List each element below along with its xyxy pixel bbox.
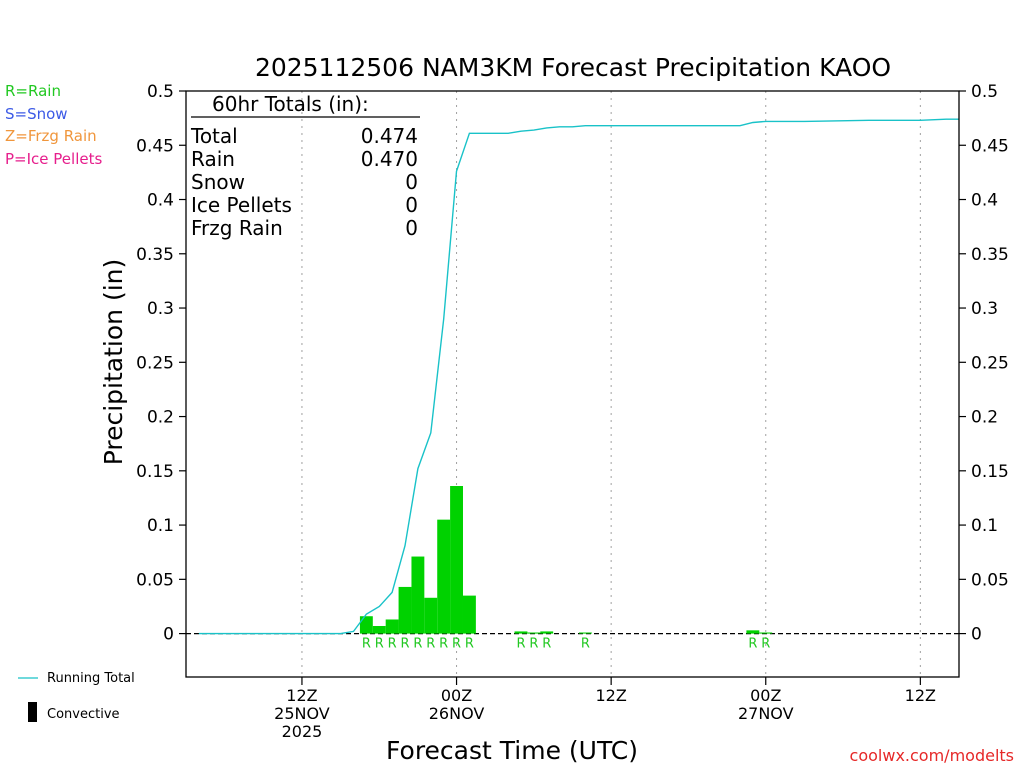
- totals-box: 60hr Totals (in): Total 0.474 Rain 0.470…: [190, 92, 420, 240]
- y-tick-label-left: 0.25: [136, 353, 174, 373]
- totals-label-snow: Snow: [191, 170, 245, 194]
- x-tick-label: 25NOV: [274, 704, 330, 723]
- totals-value-total: 0.474: [361, 124, 418, 148]
- precip-type-marker: R: [529, 637, 538, 652]
- y-tick-label-left: 0: [163, 625, 174, 645]
- totals-label-total: Total: [190, 124, 238, 148]
- convective-legend-label: Convective: [47, 707, 120, 722]
- totals-value-rain: 0.470: [361, 147, 418, 171]
- totals-label-ice-pellets: Ice Pellets: [191, 193, 292, 217]
- y-tick-label-right: 0.15: [971, 462, 1009, 482]
- precip-bar: [527, 632, 541, 634]
- y-tick-label-left: 0.2: [147, 408, 174, 428]
- precip-type-marker: R: [452, 637, 461, 652]
- y-tick-label-right: 0.05: [971, 570, 1009, 590]
- precip-type-marker: R: [761, 637, 770, 652]
- precip-bar: [411, 556, 425, 634]
- totals-value-snow: 0: [405, 170, 418, 194]
- y-tick-label-left: 0.15: [136, 462, 174, 482]
- legend-frzg-rain: Z=Frzg Rain: [5, 127, 97, 145]
- precip-bar: [462, 595, 476, 634]
- precip-bar: [746, 630, 760, 634]
- precip-bar: [578, 632, 592, 634]
- y-tick-label-right: 0.45: [971, 136, 1009, 156]
- precip-type-marker: R: [748, 637, 757, 652]
- legend-snow: S=Snow: [5, 105, 68, 123]
- x-tick-label: 12Z: [905, 686, 936, 705]
- y-tick-label-right: 0.1: [971, 516, 998, 536]
- precip-type-marker: R: [542, 637, 551, 652]
- totals-label-rain: Rain: [191, 147, 235, 171]
- x-tick-label: 12Z: [595, 686, 626, 705]
- legend-rain: R=Rain: [5, 82, 61, 100]
- totals-header: 60hr Totals (in):: [212, 92, 369, 116]
- y-tick-label-left: 0.3: [147, 299, 174, 319]
- precip-bar: [385, 619, 399, 634]
- credit-text: coolwx.com/modelts: [850, 746, 1014, 765]
- series-legend: Running Total Convective: [18, 671, 135, 722]
- precip-type-marker: R: [426, 637, 435, 652]
- y-axis-label: Precipitation (in): [99, 259, 128, 466]
- running-total-legend-label: Running Total: [47, 671, 135, 686]
- precip-bar: [398, 586, 412, 634]
- running-total-line: [198, 118, 959, 635]
- grid-lines: [186, 91, 959, 677]
- x-tick-label: 27NOV: [738, 704, 794, 723]
- type-legend: R=Rain S=Snow Z=Frzg Rain P=Ice Pellets: [5, 82, 102, 168]
- y-tick-label-right: 0.3: [971, 299, 998, 319]
- y-tick-label-right: 0.5: [971, 82, 998, 102]
- y-tick-label-right: 0: [971, 625, 982, 645]
- precip-bar: [540, 631, 554, 634]
- precip-bar: [424, 597, 438, 634]
- precip-bar: [359, 616, 373, 634]
- y-tick-label-right: 0.4: [971, 191, 998, 211]
- convective-swatch: [28, 702, 37, 722]
- y-tick-label-left: 0.35: [136, 245, 174, 265]
- x-axis-label: Forecast Time (UTC): [386, 736, 638, 765]
- precip-type-marker: R: [465, 637, 474, 652]
- precip-type-marker: R: [439, 637, 448, 652]
- y-tick-label-left: 0.05: [136, 570, 174, 590]
- precip-type-marker: R: [581, 637, 590, 652]
- precip-bar: [450, 486, 463, 634]
- totals-value-ice-pellets: 0: [405, 193, 418, 217]
- y-tick-label-left: 0.1: [147, 516, 174, 536]
- axes: 0 00.05 0.050.1 0.10.15 0.150.2 0.20.25 0.250.…: [136, 82, 1009, 741]
- totals-value-frzg-rain: 0: [405, 216, 418, 240]
- x-tick-label: 2025: [282, 722, 323, 741]
- x-tick-label: 00Z: [750, 686, 781, 705]
- precip-type-marker: R: [362, 637, 371, 652]
- precip-bar: [372, 625, 386, 634]
- y-tick-label-left: 0.4: [147, 191, 174, 211]
- precip-bar: [759, 632, 773, 634]
- x-tick-label: 00Z: [441, 686, 472, 705]
- plot-frame: [185, 90, 960, 678]
- y-tick-label-left: 0.5: [147, 82, 174, 102]
- legend-ice-pellets: P=Ice Pellets: [5, 150, 102, 168]
- x-tick-label: 26NOV: [429, 704, 485, 723]
- y-tick-label-right: 0.2: [971, 408, 998, 428]
- y-tick-label-right: 0.25: [971, 353, 1009, 373]
- precip-type-marker: R: [375, 637, 384, 652]
- chart-title: 2025112506 NAM3KM Forecast Precipitation…: [255, 53, 891, 82]
- precip-type-marker: R: [400, 637, 409, 652]
- precip-bar: [514, 631, 528, 634]
- running-total-layer: [198, 118, 959, 635]
- x-tick-label: 12Z: [286, 686, 317, 705]
- precip-type-marker: R: [516, 637, 525, 652]
- precip-type-marker: R: [413, 637, 422, 652]
- totals-label-frzg-rain: Frzg Rain: [191, 216, 283, 240]
- precip-type-marker: R: [388, 637, 397, 652]
- precip-bar: [437, 519, 451, 634]
- y-tick-label-right: 0.35: [971, 245, 1009, 265]
- y-tick-label-left: 0.45: [136, 136, 174, 156]
